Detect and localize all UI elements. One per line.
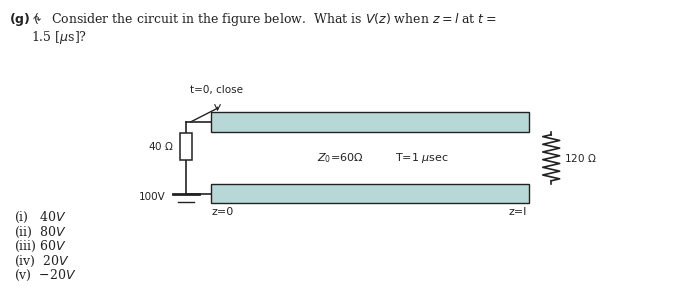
Text: T=1 $\mu$sec: T=1 $\mu$sec [395, 151, 449, 165]
Text: 100V: 100V [139, 192, 166, 202]
Text: (v)  $-$20$V$: (v) $-$20$V$ [14, 268, 77, 283]
Text: 40 $\Omega$: 40 $\Omega$ [148, 141, 174, 152]
Text: $\curvearrowright$: $\curvearrowright$ [32, 13, 43, 23]
Text: (ii)  80$V$: (ii) 80$V$ [14, 225, 67, 240]
Text: z=l: z=l [508, 207, 526, 217]
Text: (iv)  20$V$: (iv) 20$V$ [14, 254, 70, 269]
Bar [211, 112, 529, 132]
Text: (i)   40$V$: (i) 40$V$ [14, 210, 67, 225]
Text: Consider the circuit in the figure below.  What is $V(z)$ when $z = l$ at $t =$: Consider the circuit in the figure below… [51, 11, 497, 28]
Text: t=0, close: t=0, close [190, 86, 243, 96]
Text: 1.5 [$\mu$s]?: 1.5 [$\mu$s]? [32, 29, 88, 46]
Text: 120 $\Omega$: 120 $\Omega$ [564, 152, 596, 164]
Bar [180, 133, 192, 160]
Text: $Z_0$=60$\Omega$: $Z_0$=60$\Omega$ [316, 151, 363, 165]
Text: $\mathbf{(g)}$ (: $\mathbf{(g)}$ ( [9, 11, 40, 28]
Text: (iii) 60$V$: (iii) 60$V$ [14, 239, 67, 254]
Text: z=0: z=0 [211, 207, 234, 217]
Bar [211, 184, 529, 203]
